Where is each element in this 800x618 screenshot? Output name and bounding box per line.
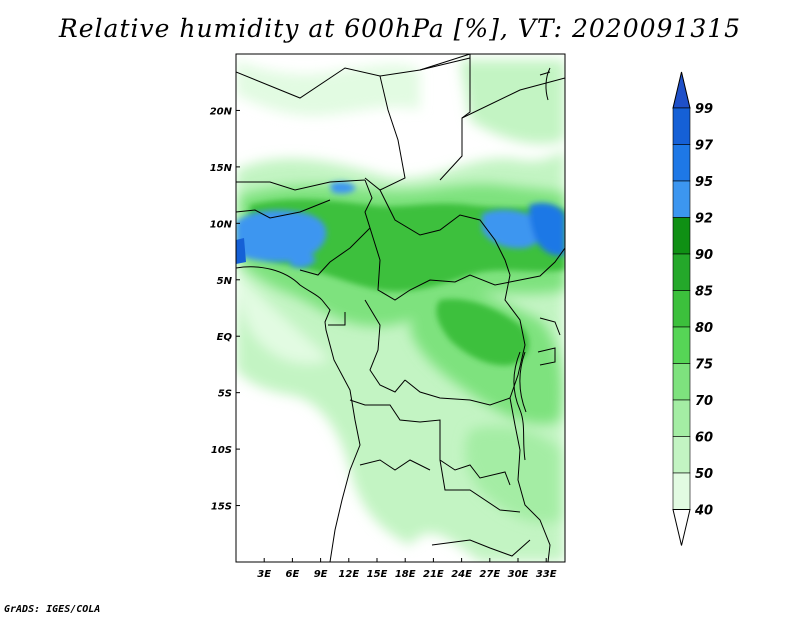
colorbar-box — [672, 326, 691, 364]
colorbar-top-arrow — [672, 71, 691, 109]
colorbar-box — [672, 217, 691, 255]
colorbar-level-label: 97 — [695, 139, 714, 154]
colorbar-level-label: 95 — [695, 175, 713, 190]
lon-tick-label: 27E — [479, 569, 500, 580]
colorbar-box — [672, 290, 691, 328]
colorbar-box — [672, 253, 691, 291]
lon-tick-label: 15E — [367, 569, 388, 580]
lat-tick-label: 20N — [210, 106, 233, 117]
map-title: Relative humidity at 600hPa [%], VT: 202… — [58, 14, 742, 43]
colorbar-level-label: 50 — [695, 467, 713, 482]
longitude-axis: 3E 6E 9E 12E 15E 18E 21E 24E 27E 30E 33E — [257, 558, 557, 580]
colorbar-level-label: 85 — [695, 285, 713, 300]
lon-tick-label: 30E — [508, 569, 529, 580]
lon-tick-label: 12E — [338, 569, 359, 580]
lon-tick-label: 21E — [423, 569, 444, 580]
grads-credit: GrADS: IGES/COLA — [4, 604, 101, 615]
colorbar-level-label: 92 — [695, 212, 713, 227]
latitude-axis: 20N 15N 10N 5N EQ 5S 10S 15S — [210, 106, 240, 513]
colorbar-box — [672, 399, 691, 437]
colorbar-box — [672, 472, 691, 510]
lat-tick-label: EQ — [217, 332, 233, 343]
colorbar-level-label: 80 — [695, 321, 713, 336]
colorbar-level-label: 40 — [694, 504, 713, 519]
colorbar-level-label: 90 — [695, 248, 713, 263]
colorbar-box — [672, 436, 691, 474]
lat-tick-label: 10N — [210, 219, 233, 230]
lon-tick-label: 24E — [451, 569, 472, 580]
lat-tick-label: 5S — [218, 389, 232, 400]
colorbar-level-label: 70 — [695, 394, 713, 409]
country-borders — [236, 54, 565, 562]
colorbar-box — [672, 180, 691, 218]
lon-tick-label: 3E — [257, 569, 271, 580]
colorbar-level-label: 99 — [695, 102, 713, 117]
colorbar: 99 97 95 92 90 85 80 75 70 60 50 40 — [672, 71, 714, 546]
lon-tick-label: 6E — [286, 569, 300, 580]
lat-tick-label: 15S — [211, 502, 232, 513]
colorbar-level-label: 60 — [695, 431, 713, 446]
lon-tick-label: 9E — [314, 569, 328, 580]
lat-tick-label: 10S — [211, 445, 232, 456]
plot-frame — [235, 53, 566, 563]
lat-tick-label: 15N — [210, 163, 233, 174]
humidity-field — [236, 54, 565, 562]
colorbar-box — [672, 363, 691, 401]
colorbar-box — [672, 107, 691, 145]
lat-tick-label: 5N — [217, 276, 233, 287]
colorbar-bottom-arrow — [672, 509, 691, 546]
colorbar-level-label: 75 — [695, 358, 713, 373]
lon-tick-label: 33E — [536, 569, 557, 580]
lon-tick-label: 18E — [395, 569, 416, 580]
colorbar-box — [672, 144, 691, 182]
